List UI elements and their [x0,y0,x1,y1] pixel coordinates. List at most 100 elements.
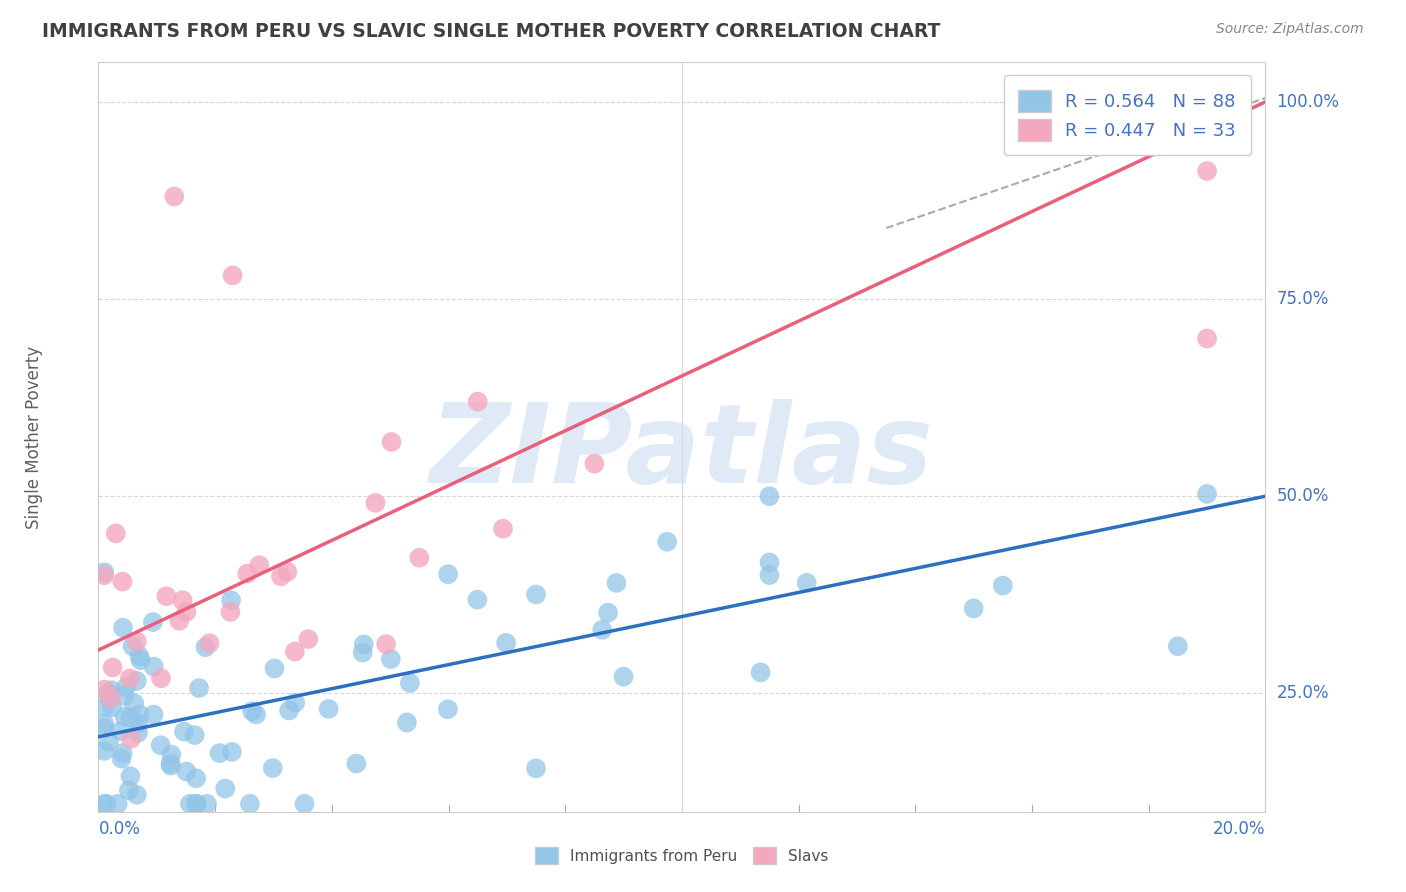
Point [142,707,165,722]
Point [344,756,367,771]
Point [110,724,132,739]
Point [270,569,292,583]
Point [94,700,117,714]
Text: 25.0%: 25.0% [1277,684,1329,702]
Point [219,593,242,607]
Point [524,587,547,601]
Point [104,526,127,541]
Text: 50.0%: 50.0% [1277,487,1329,505]
Point [110,752,132,766]
Point [284,696,307,710]
Point [93,721,115,735]
Point [127,725,149,739]
Point [465,592,488,607]
Point [991,578,1014,592]
Point [195,797,218,811]
Point [247,558,270,573]
Point [284,644,307,658]
Point [93,568,115,582]
Point [98,692,121,706]
Point [596,606,619,620]
Point [437,567,460,582]
Point [100,683,122,698]
Point [605,576,627,591]
Point [121,639,143,653]
Point [208,746,231,760]
Point [93,566,115,580]
Point [278,703,301,717]
Point [380,434,402,449]
Point [100,691,122,706]
Text: 0.0%: 0.0% [98,820,141,838]
Point [221,745,243,759]
Point [179,797,201,811]
Point [214,781,236,796]
Point [240,704,263,718]
Point [142,659,165,673]
Point [160,747,183,762]
Point [176,605,198,619]
Point [120,769,142,783]
Point [1195,164,1218,178]
Point [236,566,259,581]
Point [591,623,613,637]
Text: IMMIGRANTS FROM PERU VS SLAVIC SINGLE MOTHER POVERTY CORRELATION CHART: IMMIGRANTS FROM PERU VS SLAVIC SINGLE MO… [42,22,941,41]
Point [239,797,262,811]
Point [263,661,285,675]
Point [159,756,181,771]
Point [125,634,148,648]
Point [129,653,152,667]
Point [93,716,115,731]
Point [294,797,316,811]
Point [115,680,138,694]
Point [114,709,136,723]
Point [437,702,460,716]
Point [188,681,211,695]
Point [758,568,780,582]
Point [655,534,678,549]
Point [749,665,772,680]
Point [395,715,418,730]
Point [612,670,634,684]
Point [796,575,818,590]
Point [183,728,205,742]
Point [150,671,173,685]
Point [93,744,115,758]
Point [169,614,191,628]
Text: Single Mother Poverty: Single Mother Poverty [25,345,44,529]
Point [111,621,134,635]
Point [122,696,145,710]
Point [97,735,120,749]
Point [408,550,430,565]
Text: ZIPatlas: ZIPatlas [430,399,934,506]
Point [127,716,149,731]
Point [112,689,135,703]
Point [101,700,124,714]
Point [375,637,398,651]
Point [364,496,387,510]
Point [101,660,124,674]
Point [399,676,422,690]
Point [155,589,177,603]
Point [96,797,118,811]
Text: 75.0%: 75.0% [1277,290,1329,308]
Point [163,189,186,203]
Point [184,797,207,811]
Point [118,672,141,686]
Point [758,489,780,503]
Point [128,649,150,664]
Point [495,636,517,650]
Point [467,394,489,409]
Point [1167,639,1189,653]
Point [1195,331,1218,345]
Point [118,783,141,797]
Point [128,707,150,722]
Point [245,707,267,722]
Point [219,605,242,619]
Point [159,758,181,772]
Point [172,593,194,607]
Text: Source: ZipAtlas.com: Source: ZipAtlas.com [1216,22,1364,37]
Point [142,615,165,629]
Point [93,682,115,697]
Point [184,771,207,785]
